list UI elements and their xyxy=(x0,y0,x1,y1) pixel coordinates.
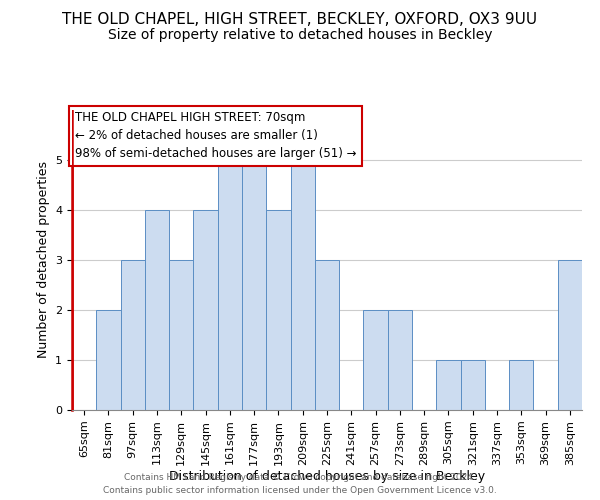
Bar xyxy=(436,360,461,410)
Text: Size of property relative to detached houses in Beckley: Size of property relative to detached ho… xyxy=(108,28,492,42)
Bar xyxy=(290,160,315,410)
Bar xyxy=(193,210,218,410)
Bar xyxy=(121,260,145,410)
X-axis label: Distribution of detached houses by size in Beckley: Distribution of detached houses by size … xyxy=(169,470,485,484)
Bar xyxy=(509,360,533,410)
Bar xyxy=(242,160,266,410)
Text: Contains public sector information licensed under the Open Government Licence v3: Contains public sector information licen… xyxy=(103,486,497,495)
Bar xyxy=(145,210,169,410)
Bar xyxy=(169,260,193,410)
Bar xyxy=(315,260,339,410)
Text: Contains HM Land Registry data © Crown copyright and database right 2024.: Contains HM Land Registry data © Crown c… xyxy=(124,472,476,482)
Bar xyxy=(218,160,242,410)
Bar xyxy=(558,260,582,410)
Text: THE OLD CHAPEL, HIGH STREET, BECKLEY, OXFORD, OX3 9UU: THE OLD CHAPEL, HIGH STREET, BECKLEY, OX… xyxy=(62,12,538,28)
Bar xyxy=(96,310,121,410)
Bar xyxy=(388,310,412,410)
Bar xyxy=(364,310,388,410)
Y-axis label: Number of detached properties: Number of detached properties xyxy=(37,162,50,358)
Text: THE OLD CHAPEL HIGH STREET: 70sqm
← 2% of detached houses are smaller (1)
98% of: THE OLD CHAPEL HIGH STREET: 70sqm ← 2% o… xyxy=(74,112,356,160)
Bar xyxy=(266,210,290,410)
Bar xyxy=(461,360,485,410)
